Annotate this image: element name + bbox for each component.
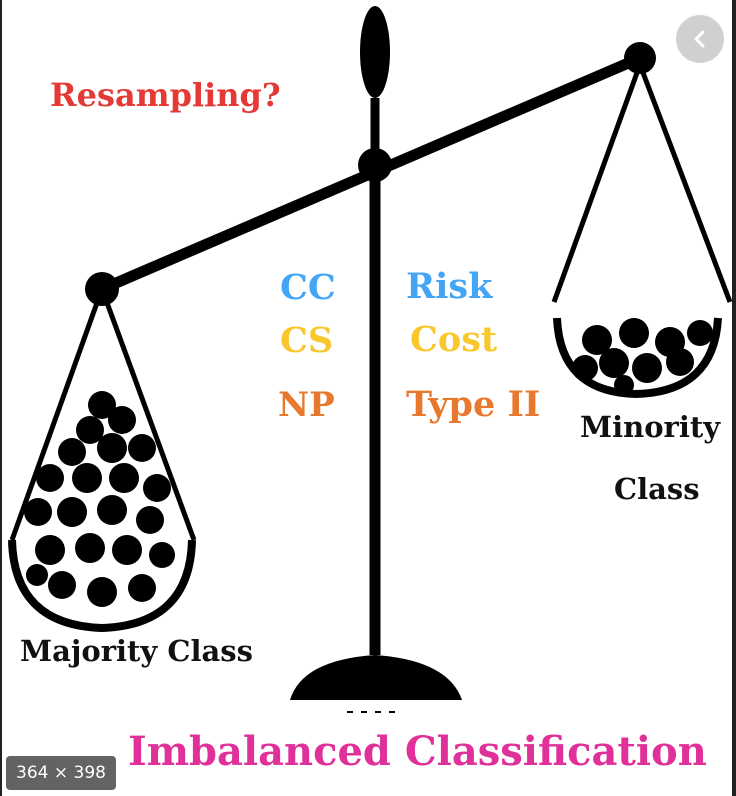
cc-label: CC [280,267,336,308]
chevron-left-icon [694,30,705,48]
pivot-joint [358,148,392,182]
left-beam-end [85,272,119,306]
right-string-left [551,69,641,303]
minority-balls [572,318,713,395]
scale-base [290,655,462,700]
image-dimensions-badge: 364 × 398 [6,756,116,790]
resampling-label: Resampling? [50,76,281,114]
scale-finial [360,6,390,98]
diagram-title: Imbalanced Classification [128,728,707,775]
minority-label-line1: Minority [580,410,721,444]
back-button[interactable] [676,15,724,63]
risk-label: Risk [406,266,493,307]
minority-pan [553,317,722,399]
majority-pan [8,539,196,633]
left-string-right [103,299,197,541]
cs-label: CS [280,320,334,361]
np-label: NP [278,385,335,425]
left-string-left [9,299,101,541]
majority-balls [24,391,175,607]
type-ii-label: Type II [406,384,541,425]
majority-label: Majority Class [20,634,253,668]
right-beam-end [624,42,656,74]
right-string-right [639,69,732,303]
cost-label: Cost [410,319,498,360]
minority-label-line2: Class [614,472,700,506]
